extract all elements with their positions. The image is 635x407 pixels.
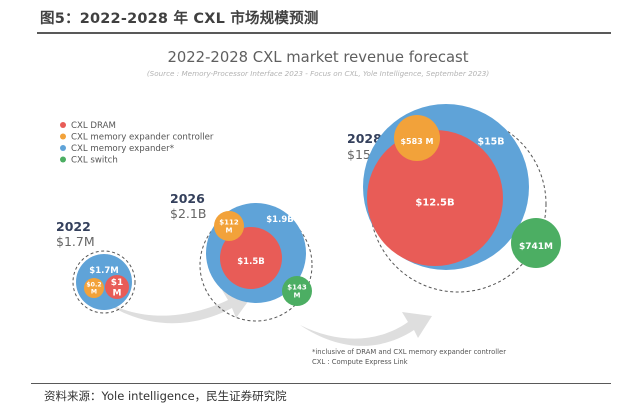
year-total-label: $2.1B (170, 206, 206, 221)
year-label: 2026 (170, 191, 205, 206)
bubble-value-label: $741M (519, 242, 553, 252)
bubble-cxl-switch (511, 218, 561, 268)
growth-arrow-1 (96, 290, 252, 324)
legend-marker (60, 145, 66, 151)
chart-note-1: *inclusive of DRAM and CXL memory expand… (312, 348, 506, 356)
legend-label: CXL DRAM (71, 121, 116, 131)
bubble-cxl-dram (367, 130, 503, 266)
bubble-value-label: M (226, 226, 233, 234)
bubble-cxl-memory-expander-controller (214, 211, 244, 241)
bubble-value-label: $0.2 (86, 282, 101, 289)
year-group-2028: 2028$15.8B$15B$12.5B$583 M$741M (347, 104, 561, 293)
bubble-cxl-switch (282, 276, 312, 306)
source-text: 资料来源：Yole intelligence，民生证券研究院 (44, 389, 287, 403)
figure-title: 图5：2022-2028 年 CXL 市场规模预测 (40, 11, 319, 27)
bubble-value-label: $112 (219, 218, 239, 226)
bubble-value-label: $1 (111, 278, 124, 288)
bubble-value-label: $1.5B (237, 257, 264, 267)
chart-note-2: CXL : Compute Express Link (312, 358, 408, 366)
year-label: 2028 (347, 131, 382, 146)
legend-marker (60, 133, 66, 140)
title-divider (37, 32, 611, 34)
legend-label: CXL switch (71, 156, 118, 166)
chart-title: 2022-2028 CXL market revenue forecast (167, 49, 468, 66)
bubble-cxl-memory-expander-controller (84, 278, 104, 298)
bubble-cxl-memory-expander-controller (394, 115, 440, 161)
bubble-cxl-dram (220, 227, 282, 289)
bubble-value-label: $12.5B (415, 198, 454, 209)
year-group-2022: 2022$1.7M$1.7M$1M$0.2M (56, 219, 136, 314)
year-total-outline (72, 250, 136, 314)
chart-subtitle: (Source : Memory-Processor Interface 202… (147, 69, 490, 78)
bubble-value-label: $583 M (400, 137, 433, 146)
year-label: 2022 (56, 219, 91, 234)
bubble-cxl-dram (105, 275, 129, 299)
bubble-value-label: $1.9B (266, 215, 293, 225)
bubble-value-label: $15B (477, 136, 504, 147)
legend-marker (60, 156, 66, 163)
source-divider (31, 383, 611, 384)
bubble-value-label: M (294, 291, 301, 299)
growth-arrow-2 (300, 312, 432, 346)
bubble-value-label: $143 (287, 283, 307, 291)
bubble-value-label: M (113, 288, 122, 298)
bubble-value-label: $1.7M (89, 266, 118, 276)
year-total-outline (199, 208, 313, 322)
year-total-label: $1.7M (56, 234, 95, 249)
legend-label: CXL memory expander* (71, 144, 175, 154)
bubble-value-label: M (91, 289, 97, 296)
legend-marker (60, 122, 66, 128)
legend-label: CXL memory expander controller (71, 133, 214, 143)
